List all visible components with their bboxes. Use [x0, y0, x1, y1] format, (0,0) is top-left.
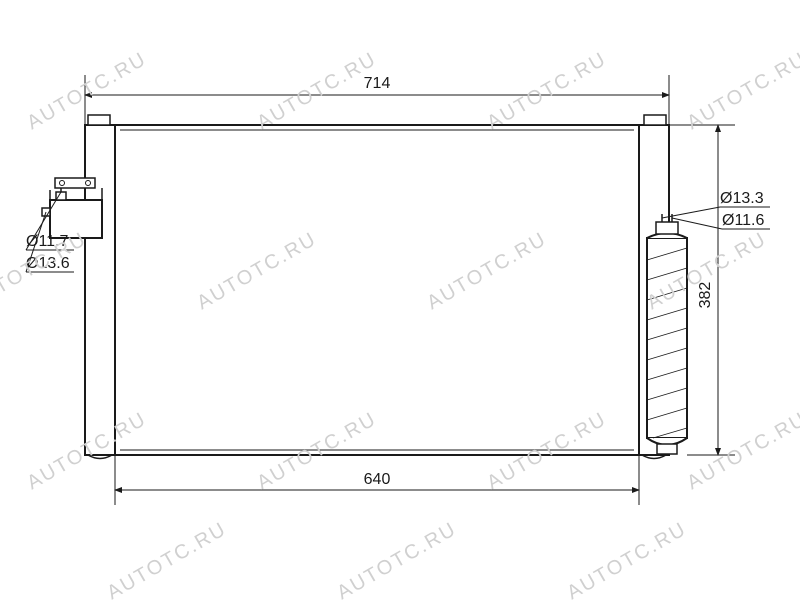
left-port-dia-top: Ø11.7 — [26, 233, 69, 250]
receiver-drier — [647, 214, 687, 454]
condenser-body — [85, 115, 669, 459]
dimension-width-core: 640 — [115, 455, 639, 505]
left-port-dia-bottom: Ø13.6 — [26, 255, 70, 272]
right-port-dia-bottom: Ø11.6 — [722, 212, 765, 229]
dim-value-core-width: 640 — [364, 471, 391, 488]
right-port-dia-top: Ø13.3 — [720, 190, 764, 207]
technical-drawing: 714 Ø11.7 — [0, 0, 800, 600]
dim-value-height: 382 — [697, 282, 714, 309]
dim-value-overall-width: 714 — [364, 75, 391, 92]
dimension-width-overall: 714 — [85, 75, 669, 125]
